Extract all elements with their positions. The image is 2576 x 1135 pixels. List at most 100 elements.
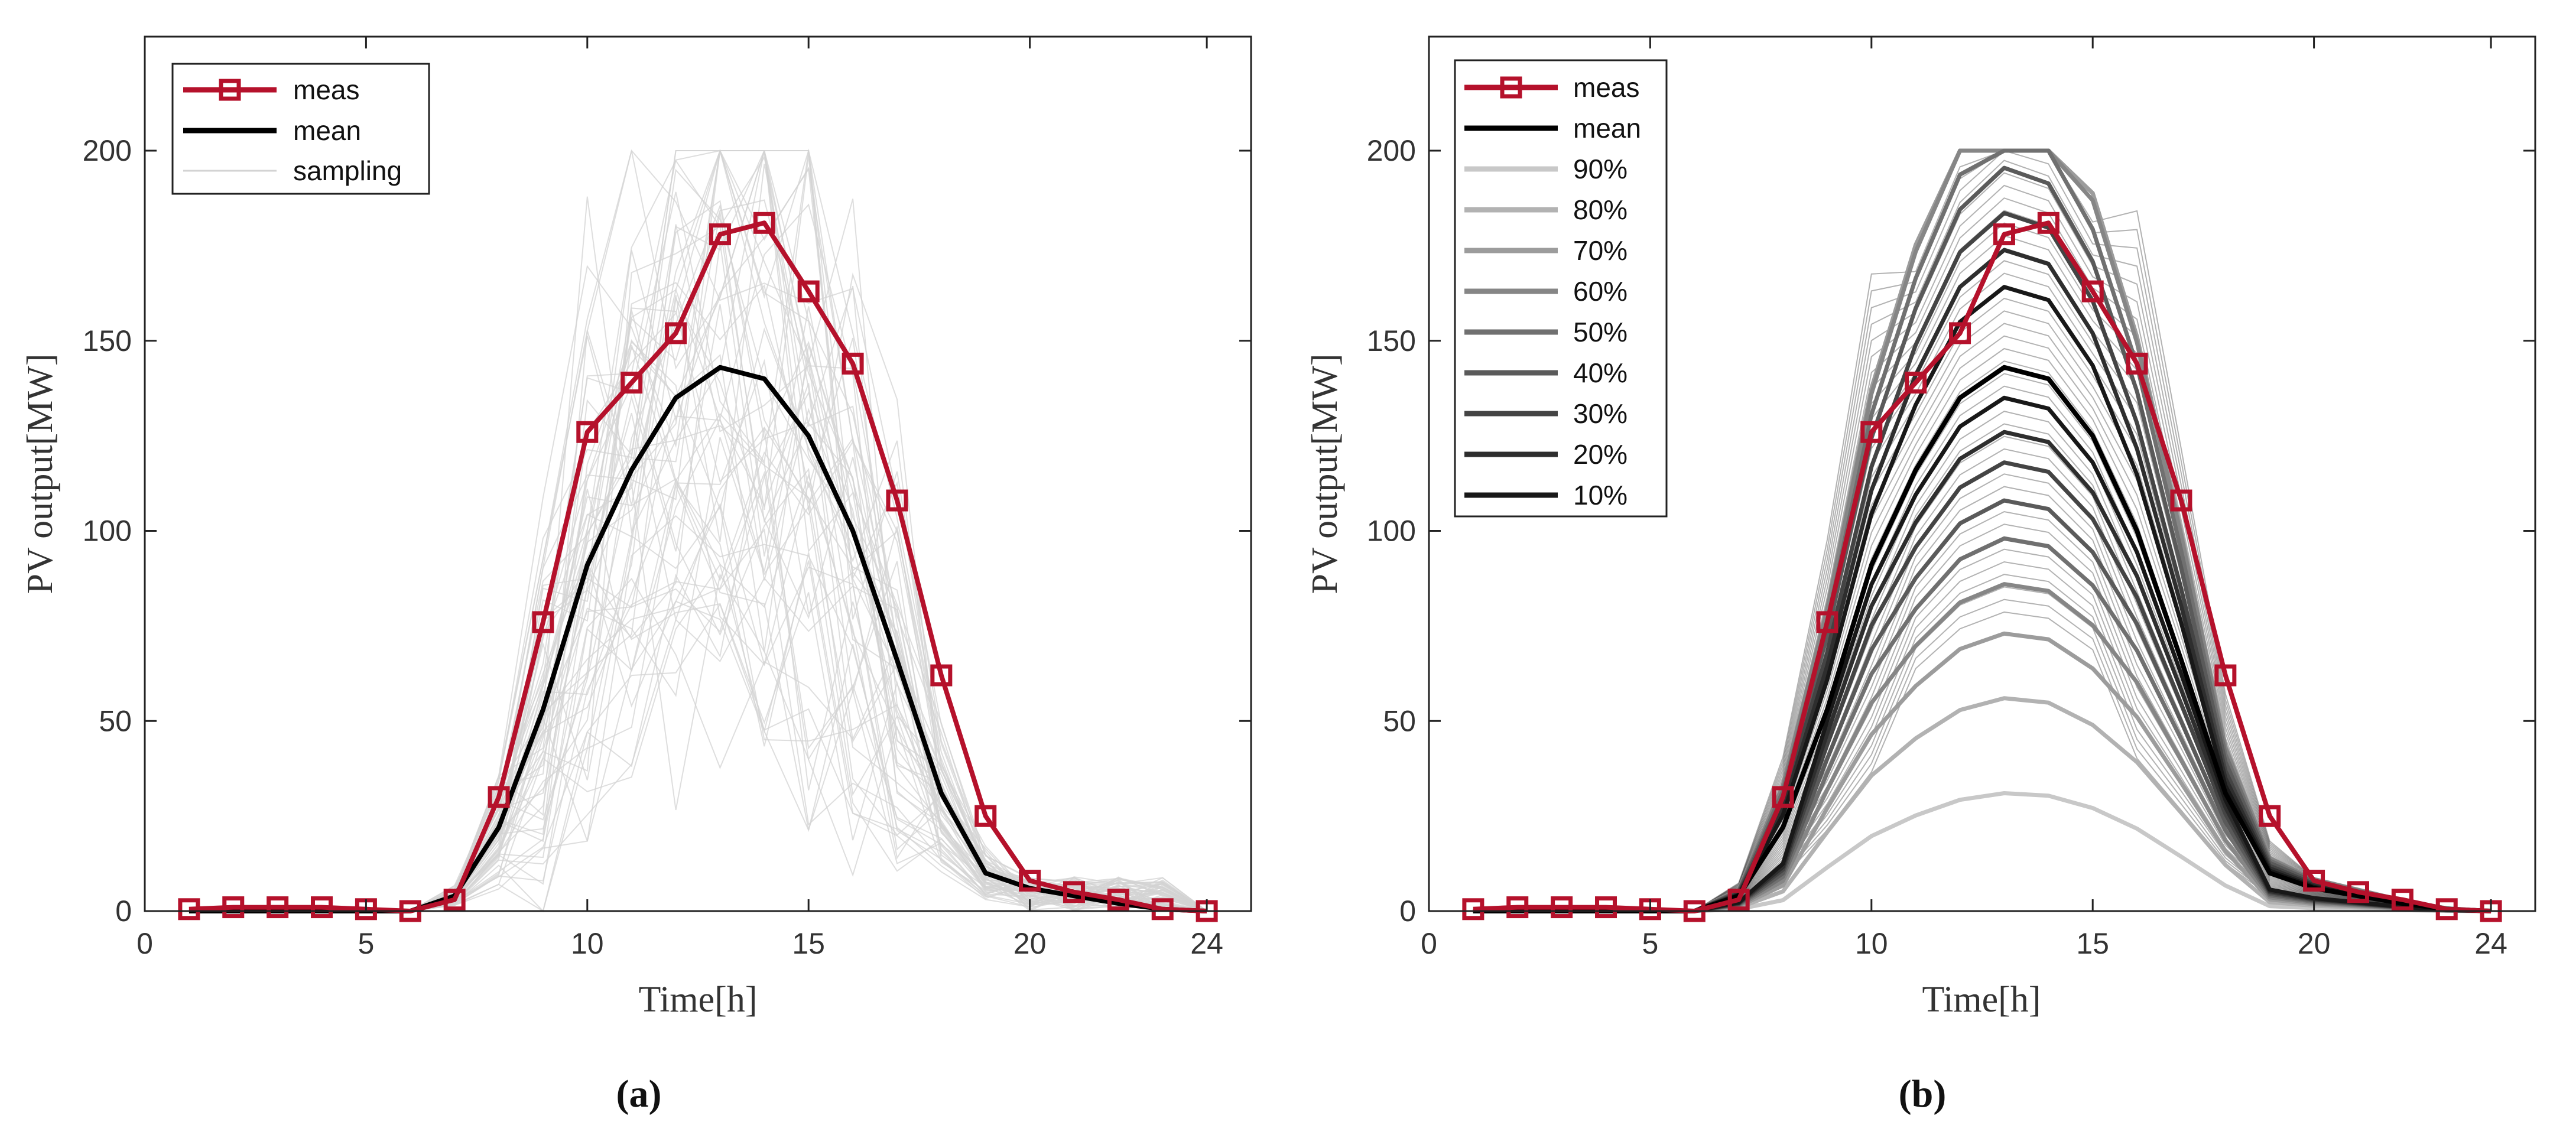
x-tick-label: 24 <box>1190 927 1223 960</box>
y-tick-label: 0 <box>1399 895 1416 928</box>
sampling-curve <box>189 242 1207 912</box>
meas-marker <box>2126 352 2148 375</box>
y-tick-label: 0 <box>115 895 132 928</box>
sampling-curve <box>189 412 1207 912</box>
legend-label-mean: mean <box>293 115 361 146</box>
meas-marker <box>1595 896 1617 919</box>
meas-marker <box>2303 870 2325 892</box>
y-tick-label: 100 <box>83 515 132 548</box>
x-tick-label: 5 <box>358 927 374 960</box>
legend-label: 70% <box>1573 235 1628 266</box>
sampling-curve <box>189 577 1207 912</box>
meas-marker <box>2037 212 2059 234</box>
sampling-curve <box>189 358 1207 912</box>
meas-marker <box>1816 611 1838 633</box>
quantile-lower-curve <box>1473 631 2491 913</box>
sampling-curve <box>189 212 1207 912</box>
x-axis-label: Time[h] <box>639 980 758 1020</box>
panel-a: 0 5 10 15 20 24 0 50 100 150 200 Time[h] PV outpu… <box>20 35 1252 1116</box>
legend-meas-marker <box>1500 76 1522 99</box>
meas-marker <box>1506 896 1529 919</box>
axes-frame <box>1428 35 2536 912</box>
quantile-lower-curve <box>1473 582 2491 913</box>
y-tick-label: 150 <box>1367 324 1416 357</box>
sampling-curve <box>189 391 1207 912</box>
meas-marker <box>753 212 775 234</box>
meas-marker <box>1905 372 1927 394</box>
meas-marker <box>311 896 333 919</box>
axes-frame <box>144 35 1252 912</box>
legend-label: meas <box>1573 72 1639 103</box>
meas-marker <box>178 898 200 921</box>
legend-label-sampling: sampling <box>293 155 402 186</box>
y-tick-label: 200 <box>1367 134 1416 167</box>
legend-label: 80% <box>1573 194 1628 225</box>
meas-marker <box>1860 421 1883 443</box>
panel-b: 0 5 10 15 20 24 0 50 100 150 200 Time[h] PV outpu… <box>1305 35 2536 1116</box>
meas-marker <box>267 896 289 919</box>
quantile-cloud-curve <box>1473 574 2491 912</box>
quantile-lower-curve <box>1473 460 2491 913</box>
meas-marker <box>709 223 731 246</box>
quantile-cloud-curve <box>1473 523 2491 912</box>
x-tick-label: 20 <box>1013 927 1047 960</box>
x-tick-label: 15 <box>2076 927 2109 960</box>
sampling-curve <box>189 481 1207 912</box>
x-tick-label: 24 <box>2474 927 2507 960</box>
meas-markers <box>178 212 1218 922</box>
meas-marker <box>1993 223 2015 246</box>
y-axis-label: PV output[MW] <box>20 353 60 594</box>
meas-marker <box>2081 280 2104 303</box>
meas-marker <box>576 421 599 443</box>
legend-label: 60% <box>1573 276 1628 307</box>
legend-label: 20% <box>1573 439 1628 470</box>
quantile-cloud-curve <box>1473 586 2491 912</box>
meas-marker <box>1772 786 1794 808</box>
x-tick-label: 0 <box>137 927 153 960</box>
x-tick-label: 5 <box>1642 927 1658 960</box>
meas-marker <box>1151 898 1174 921</box>
panel-a-caption: (a) <box>616 1072 662 1116</box>
quantile-cloud-curve <box>1473 611 2491 912</box>
legend: meas mean sampling <box>171 63 430 195</box>
quantile-cloud-curve <box>1473 473 2491 912</box>
legend-label-meas: meas <box>293 74 359 105</box>
legend-label: 40% <box>1573 357 1628 388</box>
quantile-cloud-curve <box>1473 448 2491 912</box>
y-tick-label: 50 <box>1383 704 1416 737</box>
y-axis-label: PV output[MW] <box>1305 353 1345 594</box>
legend-label: 90% <box>1573 154 1628 184</box>
sampling-curve <box>189 515 1207 912</box>
x-ticks: 0 5 10 15 20 24 <box>1421 37 2507 960</box>
meas-marker <box>488 786 510 808</box>
quantile-cloud-curve <box>1473 561 2491 912</box>
meas-marker <box>443 889 466 911</box>
legend-label: 50% <box>1573 317 1628 347</box>
legend-box <box>1454 59 1668 518</box>
quantile-cloud-curve <box>1473 461 2491 912</box>
meas-marker <box>886 489 908 512</box>
meas-marker <box>222 896 245 919</box>
meas-marker <box>2347 881 2369 903</box>
x-axis-label: Time[h] <box>1922 980 2041 1020</box>
meas-marker <box>1949 322 1971 344</box>
y-tick-label: 50 <box>99 704 132 737</box>
x-tick-label: 10 <box>1855 927 1888 960</box>
meas-marker <box>665 322 687 344</box>
meas-marker <box>1551 896 1573 919</box>
meas-marker <box>1063 881 1085 903</box>
x-tick-label: 20 <box>2298 927 2331 960</box>
x-tick-label: 10 <box>571 927 604 960</box>
meas-marker <box>532 611 554 633</box>
meas-marker <box>1019 870 1041 892</box>
sampling-curve <box>189 528 1207 912</box>
legend-meas-marker <box>219 79 241 101</box>
meas-marker <box>1727 889 1750 911</box>
legend-label: 30% <box>1573 398 1628 429</box>
meas-marker <box>1107 889 1129 911</box>
legend: meas mean 90% 80% 70% 60% 50% 40% 30% 20% 10% <box>1454 59 1668 518</box>
x-ticks: 0 5 10 15 20 24 <box>137 37 1223 960</box>
legend-label: 10% <box>1573 480 1628 510</box>
x-tick-label: 15 <box>792 927 825 960</box>
